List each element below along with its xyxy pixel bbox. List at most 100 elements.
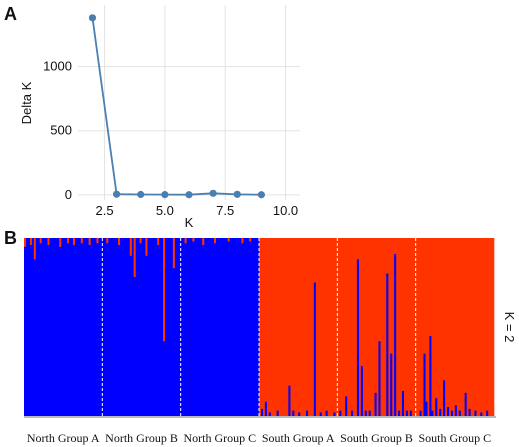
individual-bar bbox=[474, 410, 477, 416]
group-label: North Group A bbox=[27, 431, 100, 445]
individual-bar bbox=[213, 238, 217, 244]
data-point bbox=[185, 191, 193, 199]
individual-bar bbox=[486, 410, 489, 416]
individual-bar bbox=[47, 238, 50, 246]
y-tick-label: 500 bbox=[50, 123, 72, 138]
individual-bar bbox=[276, 410, 279, 416]
group-block bbox=[102, 238, 181, 416]
individual-bar bbox=[67, 238, 70, 244]
data-point bbox=[233, 190, 241, 198]
individual-bar bbox=[184, 238, 187, 244]
individual-bar bbox=[24, 238, 27, 247]
individual-bar bbox=[394, 254, 397, 416]
individual-bar bbox=[133, 238, 136, 278]
individual-bar bbox=[241, 238, 244, 244]
individual-bar bbox=[405, 410, 408, 416]
individual-bar bbox=[39, 238, 42, 244]
individual-bar bbox=[443, 380, 446, 416]
individual-bar bbox=[202, 238, 205, 246]
individual-bar bbox=[378, 341, 381, 416]
individual-bar bbox=[439, 408, 442, 416]
individual-bar bbox=[431, 410, 434, 416]
data-point bbox=[257, 191, 265, 199]
individual-bar bbox=[319, 412, 322, 416]
group-block bbox=[180, 238, 260, 416]
individual-bar bbox=[386, 273, 389, 416]
panel-b-label: B bbox=[4, 228, 17, 248]
group-separators bbox=[101, 238, 417, 423]
individual-bar bbox=[192, 238, 195, 242]
individual-bar bbox=[390, 353, 393, 416]
individual-bar bbox=[360, 366, 363, 416]
group-label: South Group C bbox=[418, 431, 491, 445]
group-block bbox=[337, 238, 416, 416]
individual-bar bbox=[468, 408, 471, 416]
individual-bar bbox=[227, 238, 230, 242]
individual-bar bbox=[264, 401, 267, 416]
individual-bar bbox=[298, 412, 301, 416]
group-block bbox=[259, 238, 338, 416]
individual-bar bbox=[249, 238, 252, 242]
structure-bars bbox=[24, 238, 495, 416]
group-label: South Group A bbox=[262, 431, 335, 445]
individual-bar bbox=[464, 392, 467, 416]
individual-bar bbox=[333, 412, 336, 416]
plot-a-background bbox=[78, 5, 300, 200]
y-axis-title: Delta K bbox=[19, 81, 34, 124]
x-tick-label: 7.5 bbox=[216, 203, 234, 218]
individual-bar bbox=[72, 238, 76, 246]
data-point bbox=[137, 190, 145, 199]
individual-bar bbox=[325, 410, 328, 416]
individual-bar bbox=[96, 238, 99, 244]
group-labels: North Group A North Group B North Group C S… bbox=[27, 431, 491, 445]
individual-bar bbox=[425, 401, 428, 416]
data-point bbox=[88, 14, 97, 22]
delta-k-series bbox=[88, 14, 265, 199]
individual-bar bbox=[345, 396, 348, 416]
individual-bar bbox=[398, 410, 401, 416]
individual-bar bbox=[268, 412, 271, 416]
individual-bar bbox=[419, 410, 422, 416]
individual-bar bbox=[139, 238, 142, 244]
individual-bar bbox=[454, 405, 457, 416]
structure-barplot: North Group A North Group B North Group C S… bbox=[24, 238, 517, 445]
individual-bar bbox=[288, 385, 291, 416]
data-point bbox=[113, 190, 121, 198]
individual-bar bbox=[368, 410, 371, 416]
individual-bar bbox=[313, 282, 316, 416]
individual-bar bbox=[33, 238, 36, 260]
individual-bar bbox=[80, 238, 83, 244]
individual-bar bbox=[129, 238, 132, 256]
individual-bar bbox=[306, 410, 309, 416]
individual-bar bbox=[480, 412, 483, 416]
individual-bar bbox=[157, 238, 160, 246]
individual-bar bbox=[401, 391, 405, 416]
individual-bar bbox=[145, 238, 148, 256]
delta-k-line-chart: 2.5 5.0 7.5 10.0 0 500 1000 K Delta K bbox=[19, 5, 300, 230]
individual-bar bbox=[29, 238, 32, 246]
y-tick-label: 1000 bbox=[43, 59, 72, 74]
individual-bar bbox=[364, 410, 367, 416]
individual-bar bbox=[292, 410, 295, 416]
group-label: South Group B bbox=[340, 431, 413, 445]
individual-bar bbox=[106, 238, 109, 244]
individual-bar bbox=[351, 410, 354, 416]
individual-bar bbox=[260, 408, 264, 416]
data-point bbox=[161, 191, 169, 199]
individual-bar bbox=[172, 238, 175, 269]
plot-a-ticks: 2.5 5.0 7.5 10.0 0 500 1000 bbox=[43, 59, 298, 218]
data-point bbox=[209, 189, 217, 197]
individual-bar bbox=[339, 410, 342, 416]
individual-bar bbox=[423, 353, 426, 416]
x-axis-title: K bbox=[185, 215, 194, 230]
individual-bar bbox=[450, 410, 453, 416]
individual-bar bbox=[429, 335, 432, 416]
panel-a-label: A bbox=[4, 4, 17, 24]
delta-k-line bbox=[91, 17, 262, 196]
individual-bar bbox=[447, 407, 450, 416]
group-block bbox=[415, 238, 495, 416]
x-tick-label: 5.0 bbox=[156, 203, 174, 218]
individual-bar bbox=[374, 392, 377, 416]
individual-bar bbox=[458, 410, 461, 416]
